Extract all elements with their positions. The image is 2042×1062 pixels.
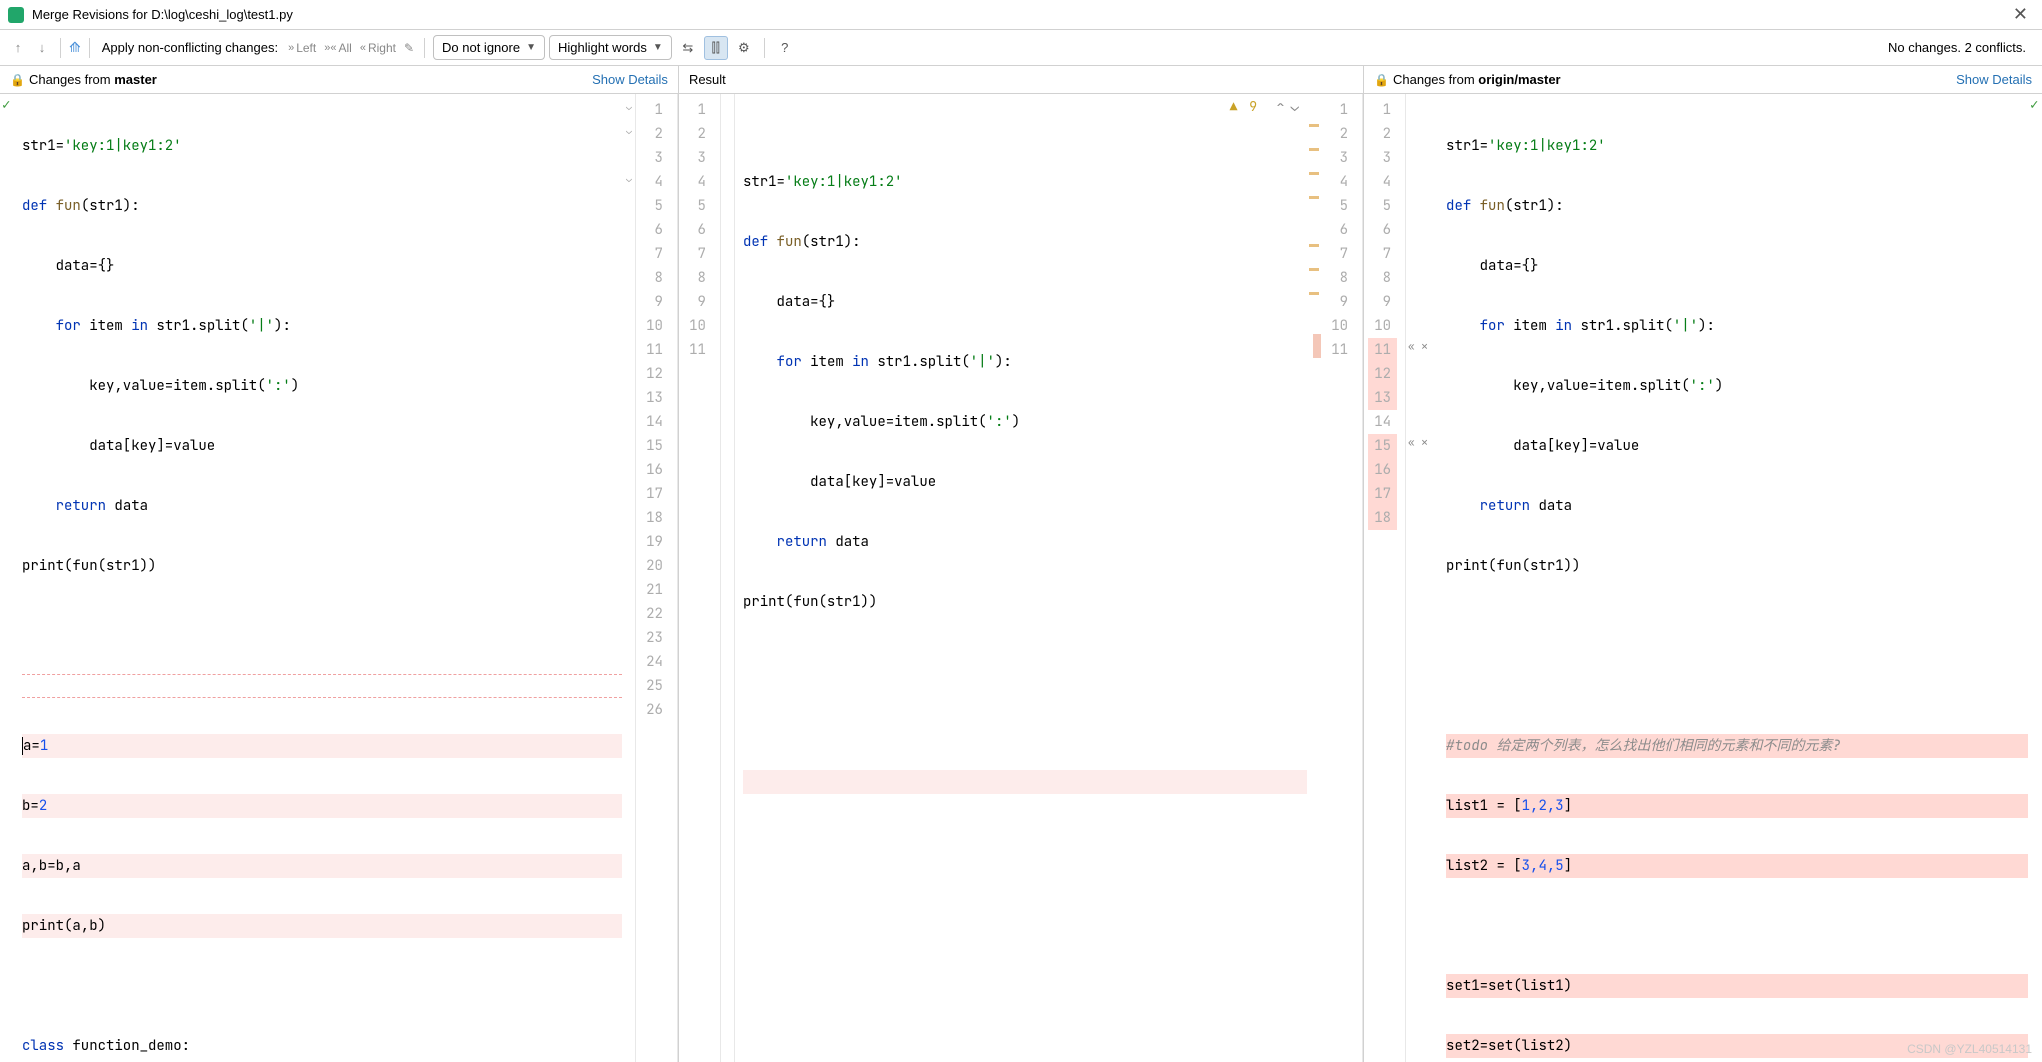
inspection-nav[interactable]: ⌃⌄: [1276, 98, 1299, 116]
mid-marker-strip: [1307, 94, 1321, 1062]
merge-status: No changes. 2 conflicts.: [1888, 40, 2026, 55]
separator: [89, 38, 90, 58]
apply-label: Apply non-conflicting changes:: [102, 40, 278, 55]
right-editor[interactable]: 123456789101112131415161718 « ✕ « ✕ str1…: [1364, 94, 2042, 1062]
result-editor[interactable]: 1234567891011 ▲ 9 ⌃⌄ str1='key:1|key1:2'…: [678, 94, 1364, 1062]
separator: [424, 38, 425, 58]
apply-left-button[interactable]: »Left: [286, 41, 318, 55]
fold-icon[interactable]: ⌄: [623, 172, 635, 184]
show-details-left[interactable]: Show Details: [592, 72, 668, 87]
apply-all-button[interactable]: »«All: [322, 41, 354, 55]
right-diff-actions: « ✕ « ✕: [1406, 94, 1438, 1062]
left-marker-strip: ✓: [0, 94, 14, 1062]
apply-right-button[interactable]: «Right: [358, 41, 398, 55]
highlight-dropdown[interactable]: Highlight words▼: [549, 35, 672, 60]
left-code[interactable]: str1='key:1|key1:2' def fun(str1): data=…: [14, 94, 622, 1062]
lock-icon: 🔒: [1374, 73, 1389, 87]
panels-header: 🔒Changes from master Show Details Result…: [0, 66, 2042, 94]
app-icon: [8, 7, 24, 23]
collapse-icon[interactable]: ⇆: [676, 36, 700, 60]
result-code[interactable]: ▲ 9 ⌃⌄ str1='key:1|key1:2' def fun(str1)…: [735, 94, 1307, 1062]
window-title: Merge Revisions for D:\log\ceshi_log\tes…: [32, 7, 2007, 22]
left-branch: master: [114, 72, 157, 87]
separator: [60, 38, 61, 58]
close-icon[interactable]: ✕: [2007, 4, 2034, 25]
show-details-right[interactable]: Show Details: [1956, 72, 2032, 87]
fold-icon[interactable]: ⌄: [623, 100, 635, 112]
separator: [764, 38, 765, 58]
right-code[interactable]: str1='key:1|key1:2' def fun(str1): data=…: [1438, 94, 2028, 1062]
left-fold-gutter: ⌄ ⌄ ⌄: [622, 94, 636, 1062]
right-branch: origin/master: [1478, 72, 1560, 87]
mid-gutter-left: 1234567891011: [679, 94, 721, 1062]
left-panel-header: 🔒Changes from master Show Details: [0, 66, 678, 93]
edit-icon[interactable]: ✎: [402, 41, 416, 55]
sync-scroll-icon[interactable]: ⫿⫿: [704, 36, 728, 60]
right-panel-header: 🔒Changes from origin/master Show Details: [1364, 66, 2042, 93]
check-icon: ✓: [2030, 96, 2038, 114]
chevron-down-icon: ⌄: [1291, 98, 1299, 116]
magic-resolve-icon[interactable]: ⟰: [69, 39, 81, 56]
right-gutter: 123456789101112131415161718: [1364, 94, 1406, 1062]
accept-reject-icons[interactable]: « ✕: [1408, 340, 1428, 354]
titlebar: Merge Revisions for D:\log\ceshi_log\tes…: [0, 0, 2042, 30]
prev-change-icon[interactable]: ↑: [8, 38, 28, 58]
help-icon[interactable]: ?: [773, 36, 797, 60]
ignore-dropdown[interactable]: Do not ignore▼: [433, 35, 545, 60]
chevron-up-icon: ⌃: [1276, 98, 1284, 116]
mid-gutter-right: 1234567891011: [1321, 94, 1363, 1062]
result-panel-header: Result: [678, 66, 1364, 93]
mid-fold-gutter: [721, 94, 735, 1062]
watermark: CSDN @YZL40514131: [1907, 1042, 2032, 1056]
inspection-badge[interactable]: ▲ 9: [1230, 98, 1257, 115]
toolbar: ↑ ↓ ⟰ Apply non-conflicting changes: »Le…: [0, 30, 2042, 66]
lock-icon: 🔒: [10, 73, 25, 87]
editors: ✓ str1='key:1|key1:2' def fun(str1): dat…: [0, 94, 2042, 1062]
accept-reject-icons[interactable]: « ✕: [1408, 436, 1428, 450]
settings-icon[interactable]: ⚙: [732, 36, 756, 60]
next-change-icon[interactable]: ↓: [32, 38, 52, 58]
fold-icon[interactable]: ⌄: [623, 124, 635, 136]
left-editor[interactable]: ✓ str1='key:1|key1:2' def fun(str1): dat…: [0, 94, 678, 1062]
check-icon: ✓: [2, 96, 10, 114]
right-marker-strip: ✓: [2028, 94, 2042, 1062]
left-gutter: 1234567891011121314151617181920212223242…: [636, 94, 678, 1062]
